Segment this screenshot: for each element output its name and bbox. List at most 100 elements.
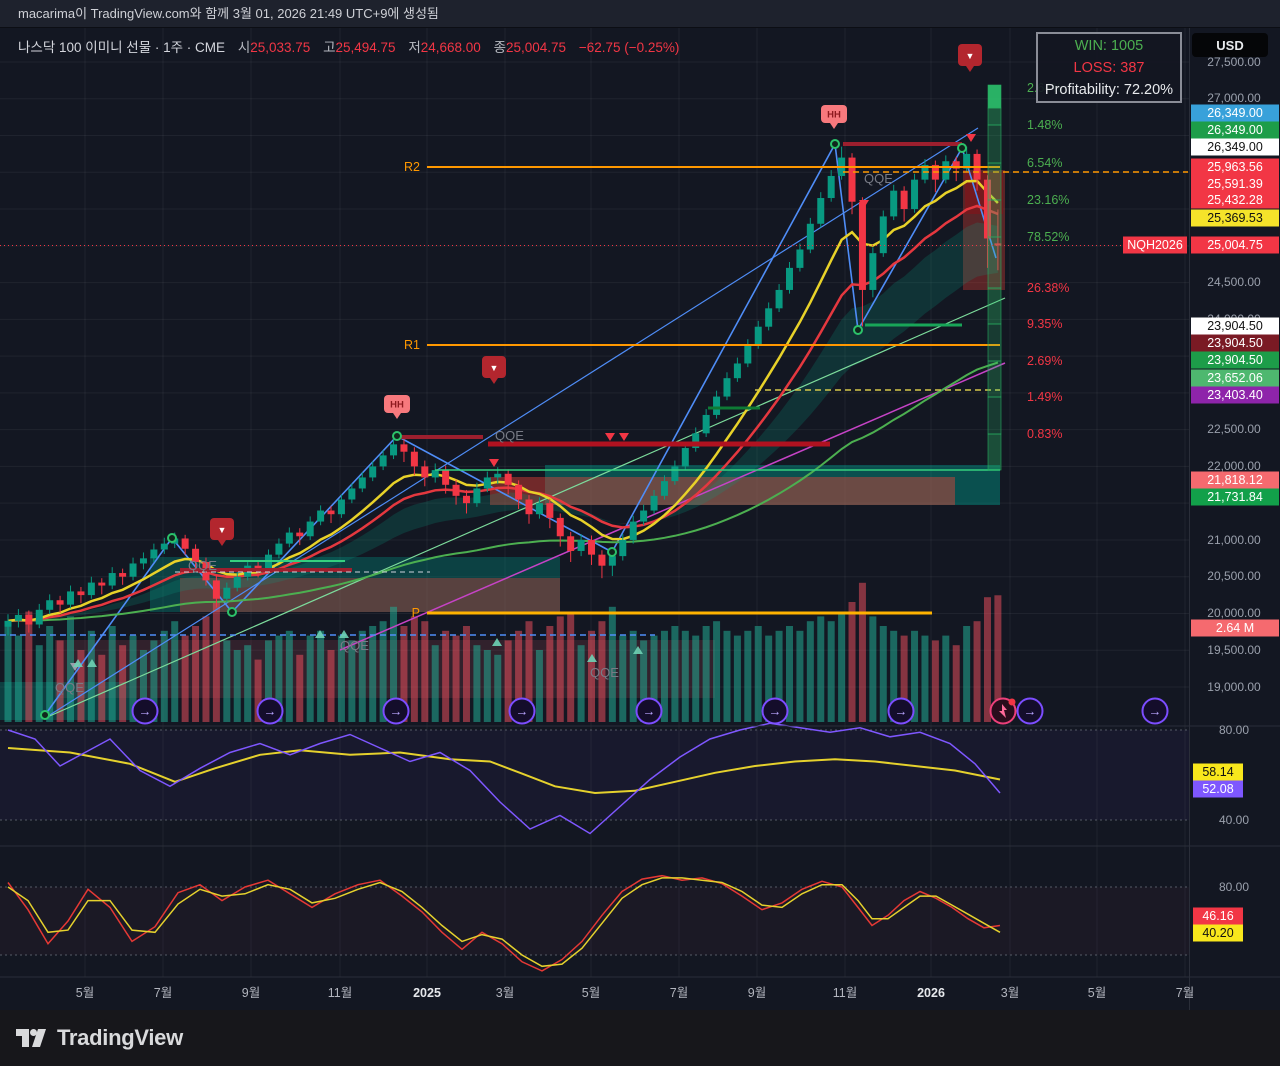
arrow-circle-icon[interactable]: →: [382, 697, 410, 725]
svg-text:→: →: [643, 704, 656, 719]
price-label: 23,904.50: [1191, 317, 1279, 335]
svg-text:23,403.40: 23,403.40: [1207, 388, 1263, 402]
arrow-circle-icon[interactable]: →: [887, 697, 915, 725]
symbol-title: 나스닥 100 이미니 선물 · 1주 · CME: [18, 40, 226, 55]
up-triangle-marker: [587, 654, 597, 662]
price-label: 23,652.06: [1191, 369, 1279, 387]
tradingview-wordmark[interactable]: TradingView: [57, 1025, 183, 1050]
svg-text:21,000.00: 21,000.00: [1207, 533, 1261, 547]
chart-markers[interactable]: HH HH ▼ ▼ ▼ QQE QQE QQE QQE QQE QQE → → → → → → → → →: [40, 44, 1169, 725]
qqe-label: QQE: [864, 171, 893, 186]
svg-text:23,652.06: 23,652.06: [1207, 371, 1263, 385]
svg-text:22,000.00: 22,000.00: [1207, 459, 1261, 473]
arrow-circle-icon[interactable]: →: [131, 697, 159, 725]
svg-text:23,904.50: 23,904.50: [1207, 353, 1263, 367]
sell-signal-badge[interactable]: ▼: [958, 44, 982, 72]
profitability: Profitability: 72.20%: [1044, 81, 1174, 98]
price-label: 58.14: [1193, 763, 1243, 781]
price-label: 26,349.00: [1191, 104, 1279, 122]
qqe-label: QQE: [590, 665, 619, 680]
arrow-circle-icon[interactable]: →: [508, 697, 536, 725]
rsi-purple: [7, 722, 1001, 835]
svg-text:NQH2026: NQH2026: [1127, 238, 1183, 252]
price-label: 46.16: [1193, 907, 1243, 925]
svg-text:21,818.12: 21,818.12: [1207, 473, 1263, 487]
price-label: 25,963.56: [1191, 158, 1279, 176]
svg-text:40.20: 40.20: [1202, 926, 1233, 940]
pivot-dot: [957, 143, 967, 153]
fib-percent-label: 1.49%: [1027, 390, 1062, 404]
svg-text:21,731.84: 21,731.84: [1207, 490, 1263, 504]
arrow-circle-icon[interactable]: →: [1141, 697, 1169, 725]
svg-text:R2: R2: [404, 160, 420, 174]
win-count: WIN: 1005: [1074, 37, 1144, 54]
arrow-circle-icon[interactable]: →: [256, 697, 284, 725]
price-label: 25,369.53: [1191, 209, 1279, 227]
arrow-circle-icon[interactable]: →: [761, 697, 789, 725]
svg-text:27,000.00: 27,000.00: [1207, 91, 1261, 105]
svg-text:80.00: 80.00: [1219, 880, 1249, 894]
price-label: 23,904.50: [1191, 334, 1279, 352]
down-triangle-marker: [859, 200, 869, 208]
chart-canvas[interactable]: R2 R1 P HH HH ▼ ▼ ▼ QQE QQE QQE QQE QQE QQE → → → → → → → → → 2…: [0, 0, 1280, 1010]
price-label: 25,432.28: [1191, 191, 1279, 209]
svg-text:→: →: [390, 704, 403, 719]
svg-text:▼: ▼: [490, 363, 499, 373]
qqe-label: QQE: [495, 428, 524, 443]
svg-text:3월: 3월: [1001, 986, 1019, 1000]
low-value: 24,668.00: [420, 40, 481, 55]
hh-badge[interactable]: HH: [821, 105, 847, 129]
svg-text:23,904.50: 23,904.50: [1207, 336, 1263, 350]
tradingview-logo-icon[interactable]: [14, 1024, 48, 1052]
svg-text:80.00: 80.00: [1219, 723, 1249, 737]
price-label: 26,349.00: [1191, 138, 1279, 156]
fib-percent-label: 2.69%: [1027, 354, 1062, 368]
time-axis[interactable]: 5월 7월 9월 11월 2025 3월 5월 7월 9월 11월 2026 3월 5월 7월: [76, 986, 1194, 1000]
svg-text:5월: 5월: [76, 986, 94, 1000]
high-label: 고: [323, 40, 336, 55]
price-label: 23,403.40: [1191, 386, 1279, 404]
svg-text:19,500.00: 19,500.00: [1207, 643, 1261, 657]
svg-text:5월: 5월: [582, 986, 600, 1000]
svg-text:11월: 11월: [328, 986, 352, 1000]
currency-toggle-button[interactable]: USD: [1192, 33, 1268, 57]
sell-signal-badge[interactable]: ▼: [210, 518, 234, 546]
svg-text:58.14: 58.14: [1202, 765, 1233, 779]
win-loss-panel: WIN: 1005 LOSS: 387 Profitability: 72.20…: [1036, 32, 1182, 103]
svg-text:5월: 5월: [1088, 986, 1106, 1000]
attribution-text: macarima이 TradingView.com와 함께 3월 01, 202…: [18, 6, 439, 21]
svg-text:25,963.56: 25,963.56: [1207, 160, 1263, 174]
down-triangle-marker: [966, 134, 976, 142]
pivot-dot: [830, 139, 840, 149]
svg-text:R1: R1: [404, 338, 420, 352]
price-label: 21,731.84: [1191, 488, 1279, 506]
stoch-red: [7, 874, 1001, 972]
arrow-circle-icon[interactable]: →: [635, 697, 663, 725]
price-label: 2.64 M: [1191, 619, 1279, 637]
svg-text:3월: 3월: [496, 986, 514, 1000]
arrow-circle-icon[interactable]: →: [1016, 697, 1044, 725]
low-label: 저: [408, 40, 421, 55]
up-triangle-marker: [315, 630, 325, 638]
rsi-yellow: [7, 747, 1001, 795]
down-triangle-marker: [489, 459, 499, 467]
fib-extension-ladder[interactable]: [987, 84, 1002, 471]
sell-signal-badge[interactable]: ▼: [482, 356, 506, 384]
hh-badge[interactable]: HH: [384, 395, 410, 419]
down-triangle-marker: [619, 433, 629, 441]
price-label: 40.20: [1193, 924, 1243, 942]
loss-count: LOSS: 387: [1073, 59, 1145, 76]
svg-text:→: →: [516, 704, 529, 719]
down-triangle-marker: [605, 433, 615, 441]
svg-text:7월: 7월: [670, 986, 688, 1000]
attribution-bar: macarima이 TradingView.com와 함께 3월 01, 202…: [0, 0, 1280, 28]
svg-text:9월: 9월: [748, 986, 766, 1000]
symbol-legend[interactable]: 나스닥 100 이미니 선물 · 1주 · CME 시25,033.75 고25…: [18, 36, 679, 56]
lightning-icon[interactable]: [989, 697, 1017, 725]
fib-percent-label: 1.48%: [1027, 118, 1062, 132]
svg-text:11월: 11월: [833, 986, 857, 1000]
pivot-lines[interactable]: R2 R1 P: [0, 142, 1188, 636]
fib-percent-label: 23.16%: [1027, 193, 1069, 207]
svg-text:2025: 2025: [413, 986, 441, 1000]
